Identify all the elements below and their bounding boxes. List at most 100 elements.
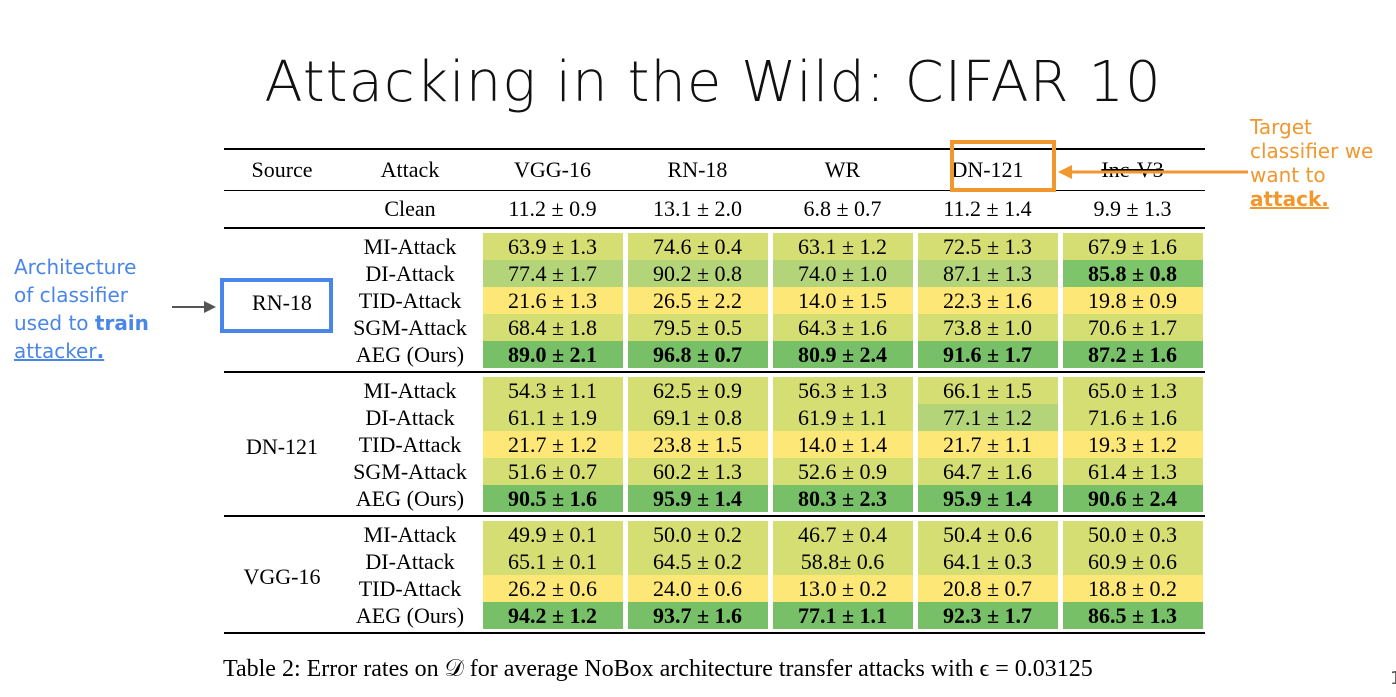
value-text: 24.0 ± 0.6 [627, 575, 768, 602]
attack-label: AEG (Ours) [355, 342, 465, 367]
source-note-line: attacker. [14, 337, 149, 365]
attack-label: MI-Attack [363, 522, 457, 547]
value-text: 51.6 ± 0.7 [482, 458, 623, 485]
value-cell: 23.8 ± 1.5 [625, 431, 770, 458]
value-cell: 52.6 ± 0.9 [770, 458, 915, 485]
attack-label: AEG (Ours) [355, 486, 465, 511]
value-cell: 19.3 ± 1.2 [1060, 431, 1205, 458]
source-annotation: Architecture of classifier used to train… [14, 253, 149, 365]
value-text: 50.0 ± 0.2 [627, 521, 768, 548]
value-cell: 61.4 ± 1.3 [1060, 458, 1205, 485]
value-text: 58.8± 0.6 [772, 548, 913, 575]
clean-value: 13.1 ± 2.0 [652, 196, 743, 221]
value-cell: 26.5 ± 2.2 [625, 287, 770, 314]
target-annotation: Target classifier we want to attack. [1250, 115, 1373, 211]
value-text: 14.0 ± 1.5 [772, 287, 913, 314]
target-note-line: want to [1250, 163, 1326, 187]
source-label: DN-121 [245, 433, 319, 459]
value-cell: 86.5 ± 1.3 [1060, 602, 1205, 633]
attack-label: SGM-Attack [353, 315, 467, 340]
value-cell: 79.5 ± 0.5 [625, 314, 770, 341]
value-cell: 13.0 ± 0.2 [770, 575, 915, 602]
value-text: 60.2 ± 1.3 [627, 458, 768, 485]
value-text: 77.1 ± 1.2 [917, 404, 1058, 431]
value-cell: 77.4 ± 1.7 [480, 260, 625, 287]
value-text: 90.2 ± 0.8 [627, 260, 768, 287]
value-cell: 65.1 ± 0.1 [480, 548, 625, 575]
slide-title: Attacking in the Wild: CIFAR 10 [264, 50, 1162, 115]
value-cell: 70.6 ± 1.7 [1060, 314, 1205, 341]
value-text: 68.4 ± 1.8 [482, 314, 623, 341]
clean-row: Clean 11.2 ± 0.9 13.1 ± 2.0 6.8 ± 0.7 11… [224, 191, 1205, 228]
value-text: 61.9 ± 1.1 [772, 404, 913, 431]
value-cell: 60.9 ± 0.6 [1060, 548, 1205, 575]
source-highlight-box [220, 278, 333, 333]
value-cell: 64.3 ± 1.6 [770, 314, 915, 341]
value-text: 54.3 ± 1.1 [482, 377, 623, 404]
value-cell: 64.5 ± 0.2 [625, 548, 770, 575]
value-text: 62.5 ± 0.9 [627, 377, 768, 404]
value-cell: 49.9 ± 0.1 [480, 516, 625, 548]
value-cell: 21.7 ± 1.1 [915, 431, 1060, 458]
value-text: 46.7 ± 0.4 [772, 521, 913, 548]
value-text: 85.8 ± 0.8 [1062, 260, 1203, 287]
target-note-line: Target [1250, 115, 1312, 139]
value-cell: 80.9 ± 2.4 [770, 341, 915, 372]
value-cell: 74.6 ± 0.4 [625, 228, 770, 260]
value-text: 19.3 ± 1.2 [1062, 431, 1203, 458]
value-text: 90.6 ± 2.4 [1062, 485, 1203, 512]
source-label: VGG-16 [243, 564, 321, 589]
value-text: 56.3 ± 1.3 [772, 377, 913, 404]
value-text: 61.4 ± 1.3 [1062, 458, 1203, 485]
results-table: Source Attack VGG-16 RN-18 WR DN-121 Inc… [224, 148, 1205, 634]
value-text: 71.6 ± 1.6 [1062, 404, 1203, 431]
value-text: 49.9 ± 0.1 [482, 521, 623, 548]
value-cell: 68.4 ± 1.8 [480, 314, 625, 341]
value-cell: 66.1 ± 1.5 [915, 372, 1060, 404]
value-cell: 58.8± 0.6 [770, 548, 915, 575]
value-cell: 62.5 ± 0.9 [625, 372, 770, 404]
value-cell: 56.3 ± 1.3 [770, 372, 915, 404]
table-row: DN-121 MI-Attack 54.3 ± 1.1 62.5 ± 0.9 5… [224, 372, 1205, 459]
value-cell: 65.0 ± 1.3 [1060, 372, 1205, 404]
value-text: 95.9 ± 1.4 [627, 485, 768, 512]
value-cell: 22.3 ± 1.6 [915, 287, 1060, 314]
value-text: 87.2 ± 1.6 [1062, 341, 1203, 368]
value-text: 21.7 ± 1.2 [482, 431, 623, 458]
value-cell: 71.6 ± 1.6 [1060, 404, 1205, 431]
value-text: 87.1 ± 1.3 [917, 260, 1058, 287]
value-cell: 19.8 ± 0.9 [1060, 287, 1205, 314]
value-text: 18.8 ± 0.2 [1062, 575, 1203, 602]
value-cell: 18.8 ± 0.2 [1060, 575, 1205, 602]
attack-label: DI-Attack [365, 261, 455, 286]
value-text: 26.2 ± 0.6 [482, 575, 623, 602]
clean-label: Clean [384, 196, 436, 221]
value-cell: 46.7 ± 0.4 [770, 516, 915, 548]
value-cell: 72.5 ± 1.3 [915, 228, 1060, 260]
value-cell: 20.8 ± 0.7 [915, 575, 1060, 602]
value-cell: 50.0 ± 0.3 [1060, 516, 1205, 548]
value-text: 23.8 ± 1.5 [627, 431, 768, 458]
value-text: 93.7 ± 1.6 [627, 602, 768, 629]
source-label: RN-18 [252, 289, 312, 315]
value-text: 74.6 ± 0.4 [627, 233, 768, 260]
value-cell: 90.6 ± 2.4 [1060, 485, 1205, 516]
value-text: 20.8 ± 0.7 [917, 575, 1058, 602]
value-text: 92.3 ± 1.7 [917, 602, 1058, 629]
header-source: Source [251, 157, 313, 182]
value-text: 72.5 ± 1.3 [917, 233, 1058, 260]
value-text: 69.1 ± 0.8 [627, 404, 768, 431]
value-text: 95.9 ± 1.4 [917, 485, 1058, 512]
value-cell: 89.0 ± 2.1 [480, 341, 625, 372]
attack-label: TID-Attack [358, 288, 462, 313]
value-text: 67.9 ± 1.6 [1062, 233, 1203, 260]
clean-value: 11.2 ± 1.4 [943, 196, 1032, 221]
value-text: 13.0 ± 0.2 [772, 575, 913, 602]
header-dn121: DN-121 [951, 157, 1024, 182]
table-row: SGM-Attack 68.4 ± 1.8 79.5 ± 0.5 64.3 ± … [224, 314, 1205, 341]
value-cell: 26.2 ± 0.6 [480, 575, 625, 602]
value-cell: 24.0 ± 0.6 [625, 575, 770, 602]
table-row: TID-Attack 21.6 ± 1.3 26.5 ± 2.2 14.0 ± … [224, 287, 1205, 314]
attack-label: TID-Attack [358, 432, 462, 457]
table-row: VGG-16 MI-Attack 49.9 ± 0.1 50.0 ± 0.2 4… [224, 516, 1205, 589]
